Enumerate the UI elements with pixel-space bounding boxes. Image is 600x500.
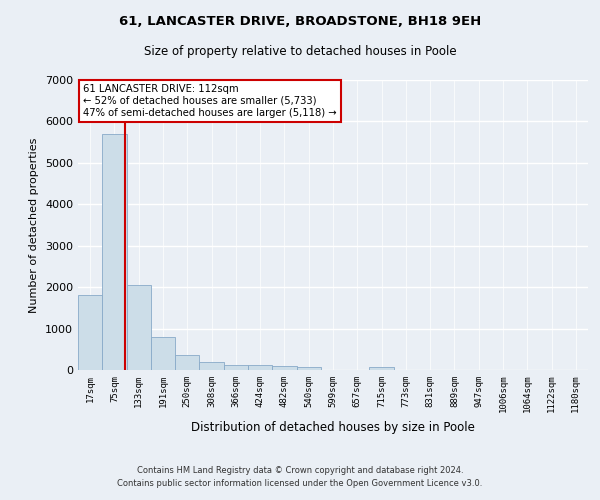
Text: Size of property relative to detached houses in Poole: Size of property relative to detached ho… [143,45,457,58]
Bar [175,354,199,370]
Bar [272,366,296,370]
Bar [296,367,321,370]
Bar [199,362,224,370]
Text: 61, LANCASTER DRIVE, BROADSTONE, BH18 9EH: 61, LANCASTER DRIVE, BROADSTONE, BH18 9E… [119,15,481,28]
Bar [370,366,394,370]
Bar [78,296,102,370]
Bar [151,337,175,370]
Bar [102,134,127,370]
Bar [127,285,151,370]
Text: Contains HM Land Registry data © Crown copyright and database right 2024.
Contai: Contains HM Land Registry data © Crown c… [118,466,482,487]
Bar [224,365,248,370]
X-axis label: Distribution of detached houses by size in Poole: Distribution of detached houses by size … [191,421,475,434]
Bar [248,365,272,370]
Y-axis label: Number of detached properties: Number of detached properties [29,138,40,312]
Text: 61 LANCASTER DRIVE: 112sqm
← 52% of detached houses are smaller (5,733)
47% of s: 61 LANCASTER DRIVE: 112sqm ← 52% of deta… [83,84,337,117]
